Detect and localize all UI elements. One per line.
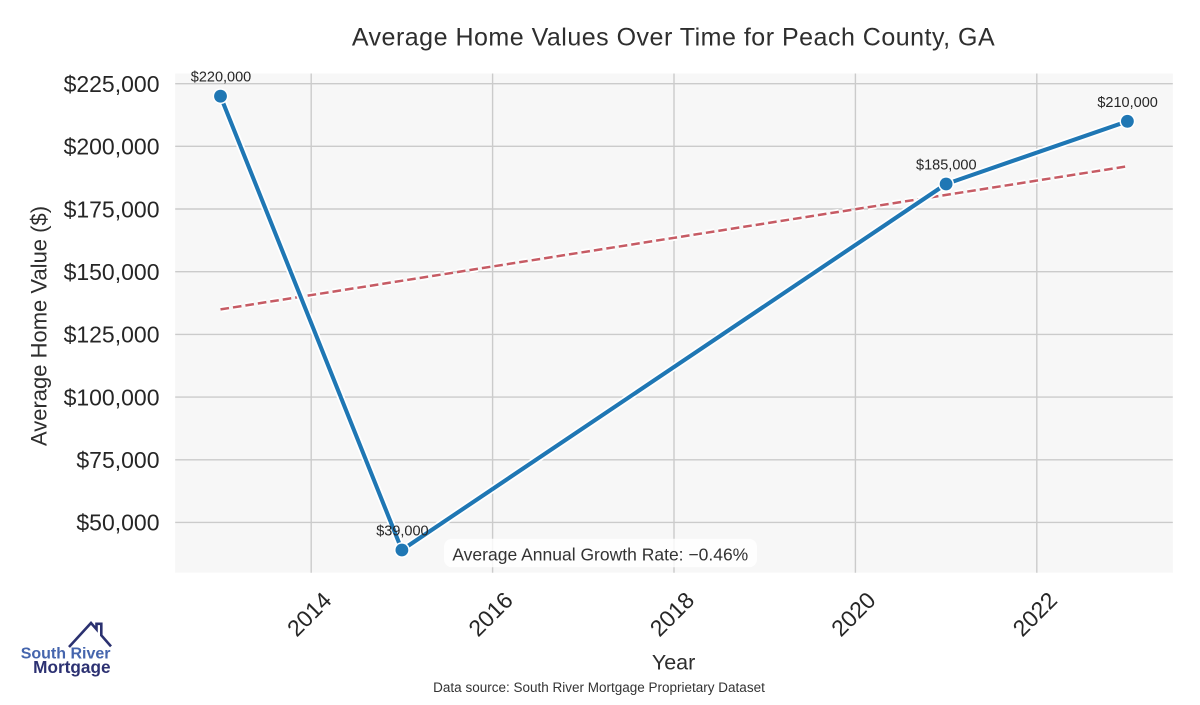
svg-text:Average Home Value ($): Average Home Value ($) (27, 206, 52, 446)
svg-text:Data source: South River Mortg: Data source: South River Mortgage Propri… (433, 680, 765, 695)
svg-text:Average Home Values Over Time: Average Home Values Over Time for Peach … (352, 24, 995, 52)
svg-text:$50,000: $50,000 (76, 510, 159, 536)
svg-text:$200,000: $200,000 (64, 134, 160, 160)
svg-text:$220,000: $220,000 (191, 70, 251, 86)
svg-text:$175,000: $175,000 (64, 196, 160, 222)
svg-text:$225,000: $225,000 (64, 71, 160, 97)
svg-text:$75,000: $75,000 (76, 447, 159, 473)
svg-text:Mortgage: Mortgage (33, 657, 110, 677)
svg-text:$150,000: $150,000 (64, 259, 160, 285)
svg-text:$125,000: $125,000 (64, 322, 160, 348)
svg-text:South River: South River (21, 646, 111, 663)
svg-text:$210,000: $210,000 (1097, 95, 1157, 111)
svg-text:$185,000: $185,000 (916, 157, 976, 173)
svg-text:$100,000: $100,000 (64, 384, 160, 410)
svg-text:Year: Year (652, 651, 695, 675)
svg-text:$39,000: $39,000 (376, 523, 428, 539)
svg-text:Average Annual Growth Rate: −0: Average Annual Growth Rate: −0.46% (452, 544, 748, 564)
